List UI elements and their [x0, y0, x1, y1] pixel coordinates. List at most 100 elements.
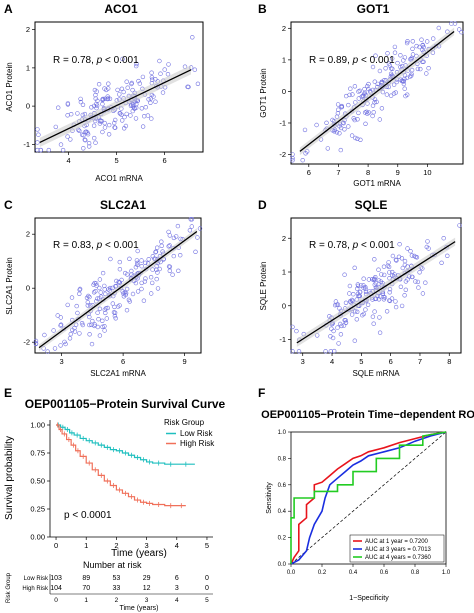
panel-c-label: C	[4, 198, 13, 212]
panel-f-x-ticks: 0.0 0.2 0.4 0.6 0.8 1.0	[287, 564, 451, 576]
scatter-point	[111, 120, 117, 126]
scatter-point	[354, 317, 359, 322]
panel-d-label: D	[258, 198, 267, 212]
panel-e-ylabel: Survival probability	[4, 436, 15, 520]
scatter-point	[366, 81, 371, 87]
scatter-point	[387, 298, 392, 303]
scatter-point	[305, 149, 310, 154]
scatter-point	[394, 79, 399, 85]
scatter-point	[409, 73, 414, 78]
panel-a-xlabel: ACO1 mRNA	[95, 174, 143, 183]
legend-label: AUC at 3 years = 0.7013	[365, 547, 432, 553]
panel-c-ylabel: SLC2A1 Protein	[5, 257, 14, 314]
scatter-point	[387, 270, 392, 275]
scatter-point	[192, 67, 198, 72]
scatter-point	[190, 35, 195, 40]
regression-line	[299, 30, 455, 152]
x-tick-label: 0	[54, 541, 58, 550]
risk-x-tick-label: 4	[175, 597, 179, 604]
scatter-point	[195, 235, 200, 240]
scatter-point	[335, 102, 341, 107]
scatter-point	[102, 283, 107, 289]
panel-b-ylabel: GOT1 Protein	[259, 68, 268, 117]
x-tick-label: 0.8	[411, 570, 420, 576]
legend-label: High Risk	[180, 439, 215, 448]
scatter-point	[415, 66, 421, 72]
x-tick-label: 6	[307, 168, 311, 177]
risk-count: 6	[175, 575, 179, 582]
x-tick-label: 0.6	[380, 570, 389, 576]
roc-curve-3	[290, 431, 447, 564]
x-tick-label: 8	[366, 168, 370, 177]
panel-e-risk-ylabel: Risk Group	[6, 572, 12, 603]
scatter-point	[377, 315, 382, 320]
scatter-point	[117, 92, 122, 97]
scatter-point	[381, 264, 387, 269]
scatter-point	[457, 223, 462, 228]
scatter-point	[414, 43, 419, 49]
roc-legend-box	[349, 534, 445, 563]
y-tick-label: 0.0	[278, 562, 287, 568]
scatter-point	[350, 92, 355, 97]
scatter-point	[36, 132, 41, 137]
scatter-point	[335, 302, 341, 307]
panel-c-y-ticks: -2 0 2	[23, 230, 35, 347]
panel-e-risk-xlabel: Time (years)	[119, 605, 158, 612]
scatter-point	[93, 281, 99, 286]
scatter-point	[130, 87, 135, 93]
legend-label: AUC at 1 year = 0.7200	[365, 539, 429, 545]
scatter-point	[120, 56, 125, 62]
scatter-point	[68, 331, 74, 337]
y-tick-label: 1.0	[278, 430, 287, 436]
scatter-point	[186, 84, 191, 90]
scatter-point	[167, 243, 172, 248]
panel-d-points	[290, 223, 462, 354]
scatter-point	[404, 75, 410, 81]
scatter-point	[413, 279, 418, 284]
panel-a-annotation: R = 0.78, p < 0.001	[53, 55, 139, 66]
scatter-point	[390, 269, 395, 275]
scatter-point	[146, 257, 151, 262]
scatter-point	[87, 294, 92, 300]
scatter-point	[371, 277, 376, 283]
x-tick-label: 4	[175, 541, 179, 550]
panel-a-frame	[34, 21, 204, 153]
scatter-point	[329, 326, 334, 331]
scatter-point	[135, 260, 140, 266]
scatter-point	[100, 96, 106, 102]
scatter-point	[401, 78, 406, 84]
scatter-point	[130, 291, 136, 297]
scatter-point	[52, 346, 58, 351]
scatter-point	[112, 313, 118, 319]
panel-b-annotation-tail: < 0.001	[358, 55, 395, 66]
scatter-point	[401, 81, 407, 87]
scatter-point	[117, 280, 123, 285]
panel-e-pvalue: p < 0.0001	[64, 510, 112, 521]
scatter-point	[417, 44, 422, 50]
x-tick-label: 1.0	[442, 570, 451, 576]
scatter-point	[105, 96, 111, 101]
scatter-point	[414, 255, 420, 260]
scatter-point	[124, 308, 130, 313]
scatter-point	[86, 141, 92, 146]
panel-f-xlabel: 1−Specificity	[349, 595, 389, 602]
panel-a-annotation-tail: < 0.001	[102, 55, 139, 66]
scatter-point	[355, 309, 360, 314]
scatter-point	[150, 280, 155, 286]
scatter-point	[97, 277, 103, 282]
panel-e-label: E	[4, 386, 12, 400]
x-tick-label: 0.2	[318, 570, 327, 576]
panel-b-title: GOT1	[357, 2, 390, 16]
scatter-point	[141, 298, 147, 303]
scatter-point	[67, 336, 73, 341]
y-tick-label: 0.8	[278, 456, 287, 462]
scatter-point	[405, 92, 410, 97]
x-tick-label: 0.0	[287, 570, 296, 576]
scatter-point	[370, 64, 376, 70]
scatter-point	[93, 92, 98, 98]
scatter-point	[383, 66, 388, 71]
scatter-point	[107, 288, 112, 293]
scatter-point	[423, 280, 428, 285]
scatter-point	[358, 137, 363, 143]
panel-a-x-ticks: 4 5 6	[67, 152, 167, 165]
